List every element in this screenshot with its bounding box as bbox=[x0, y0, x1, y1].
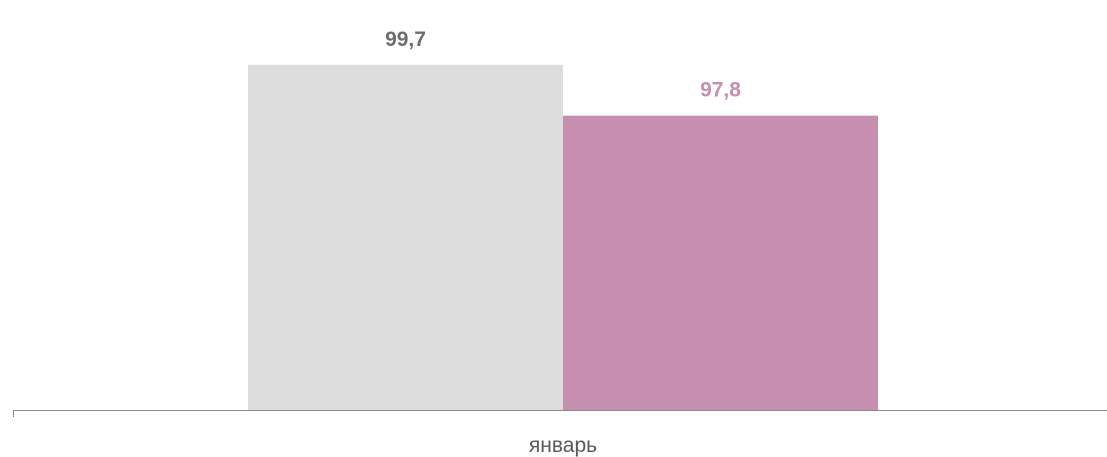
bars-group bbox=[248, 64, 878, 411]
data-label-series-1: 99,7 bbox=[385, 28, 426, 51]
data-labels-group: 99,7 97,8 bbox=[385, 28, 741, 102]
bar-series-2 bbox=[563, 115, 878, 411]
category-label: январь bbox=[529, 434, 597, 457]
bar-series-1 bbox=[248, 64, 563, 411]
data-label-series-2: 97,8 bbox=[700, 79, 741, 102]
